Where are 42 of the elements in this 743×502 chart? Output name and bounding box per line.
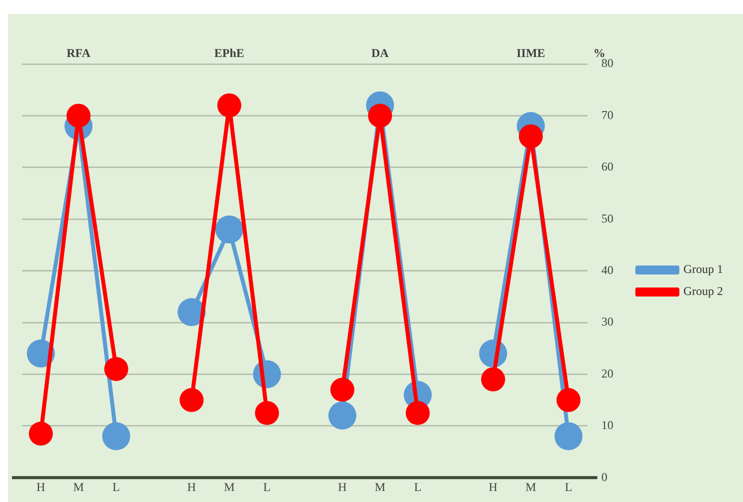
y-tick-label: 50 (601, 211, 614, 226)
y-tick-label: 60 (601, 160, 614, 174)
y-tick-label: 0 (601, 470, 608, 484)
point (180, 388, 204, 412)
y-tick-label: 70 (601, 108, 614, 122)
point (217, 93, 242, 118)
y-tick-label: 10 (601, 418, 614, 432)
text: IIME (516, 46, 546, 60)
point (104, 357, 128, 382)
legend-label: Group 1 (683, 262, 724, 276)
point (330, 378, 354, 402)
x-tick-label: H (338, 480, 348, 494)
text: DA (371, 46, 390, 60)
point (406, 400, 430, 425)
point (215, 215, 244, 244)
text: RFA (66, 46, 91, 60)
x-tick-label: H (36, 480, 46, 494)
x-tick-label: M (374, 480, 386, 494)
y-tick-label: 20 (601, 366, 614, 380)
x-tick-label: L (263, 480, 271, 494)
point (254, 400, 279, 425)
text: EPhE (214, 46, 244, 60)
point (368, 104, 392, 128)
point (28, 422, 53, 446)
x-tick-label: M (73, 480, 84, 494)
y-tick-label: 30 (601, 314, 614, 329)
x-tick-label: L (414, 480, 422, 494)
x-tick-label: L (112, 480, 120, 494)
x-tick-label: H (187, 480, 196, 494)
x-tick-label: L (564, 480, 572, 494)
point (66, 104, 91, 128)
point (554, 422, 582, 450)
x-tick-label: H (488, 480, 498, 494)
y-tick-label: 40 (601, 262, 614, 277)
point (102, 422, 130, 450)
point (518, 124, 543, 148)
point (328, 402, 356, 430)
x-tick-label: M (525, 480, 536, 494)
legend-label: Group 2 (683, 284, 724, 298)
point (481, 367, 506, 392)
x-tick-label: M (224, 480, 235, 494)
point (556, 388, 580, 412)
